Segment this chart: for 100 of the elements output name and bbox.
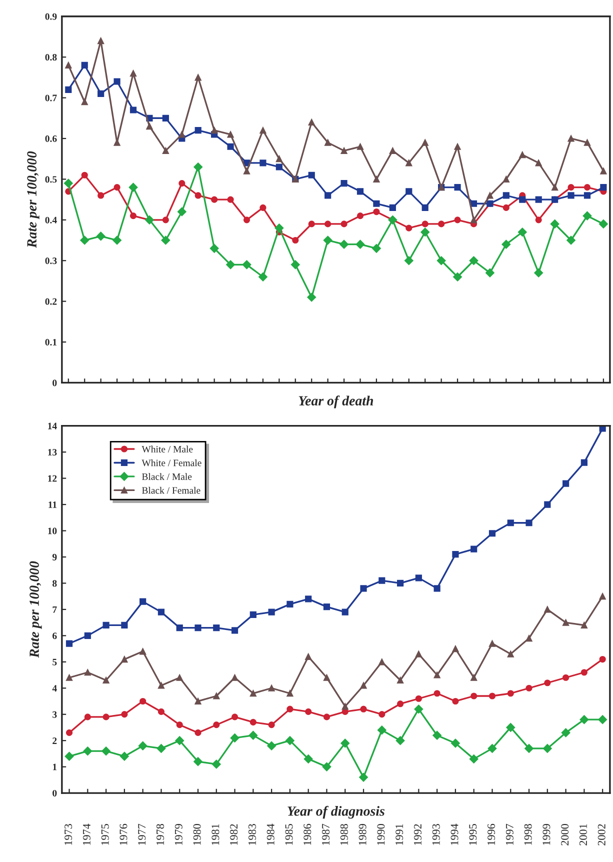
point xyxy=(507,690,514,697)
point xyxy=(356,143,364,150)
point xyxy=(580,622,588,628)
point xyxy=(396,736,405,746)
point xyxy=(243,216,250,224)
point xyxy=(584,184,591,191)
legend-label: Black / Male xyxy=(142,473,192,480)
point xyxy=(356,212,364,220)
point xyxy=(470,546,478,552)
point xyxy=(404,256,414,266)
point xyxy=(286,736,294,746)
y-tick-label: 14 xyxy=(48,422,57,430)
point xyxy=(121,656,128,663)
x-tick-label: 1979 xyxy=(174,824,182,845)
point xyxy=(65,86,72,93)
point xyxy=(438,220,445,228)
point xyxy=(102,746,110,756)
x-tick-label: 2001 xyxy=(579,824,587,846)
point xyxy=(83,746,92,756)
point xyxy=(286,690,294,697)
y-tick-label: 0 xyxy=(52,790,57,797)
point xyxy=(307,292,316,302)
x-tick-label: 2000 xyxy=(561,824,569,846)
point xyxy=(360,706,367,712)
point xyxy=(175,736,184,746)
point xyxy=(308,172,315,178)
y-tick-label: 4 xyxy=(52,685,57,692)
point xyxy=(568,192,574,199)
point xyxy=(422,139,428,146)
point xyxy=(396,700,404,708)
point xyxy=(267,741,276,750)
point xyxy=(230,734,240,742)
x-tick-label: 1994 xyxy=(450,824,458,845)
point xyxy=(434,672,440,678)
point xyxy=(488,640,496,647)
x-axis-title: Year of death xyxy=(298,396,374,408)
point xyxy=(542,744,552,753)
x-tick-label: 1974 xyxy=(82,824,90,845)
point xyxy=(260,160,266,166)
point xyxy=(258,272,268,282)
y-tick-label: 0.9 xyxy=(45,13,57,20)
point xyxy=(194,757,202,766)
point xyxy=(378,711,386,718)
point xyxy=(211,127,218,134)
point xyxy=(562,480,570,487)
x-tick-label: 1992 xyxy=(414,824,422,845)
point xyxy=(146,122,153,130)
point xyxy=(422,220,428,228)
point xyxy=(305,708,312,716)
point xyxy=(469,256,478,266)
legend-label: White / Female xyxy=(142,459,202,466)
point xyxy=(161,236,170,245)
y-tick-label: 13 xyxy=(48,448,57,456)
y-tick-label: 0.6 xyxy=(45,135,57,142)
y-tick-label: 5 xyxy=(52,658,57,666)
point xyxy=(211,196,218,203)
point xyxy=(158,608,165,616)
x-tick-label: 1978 xyxy=(156,824,164,845)
point xyxy=(308,118,315,126)
point xyxy=(507,520,514,526)
point xyxy=(162,114,169,122)
point xyxy=(342,703,348,710)
y-tick-label: 10 xyxy=(48,528,57,534)
point xyxy=(84,669,91,676)
point xyxy=(340,147,348,154)
x-tick-label: 1985 xyxy=(285,824,293,845)
point xyxy=(304,754,313,764)
point xyxy=(274,224,284,232)
point xyxy=(488,530,496,537)
point xyxy=(305,653,312,660)
point xyxy=(114,184,120,191)
point xyxy=(102,714,110,720)
point xyxy=(535,216,542,224)
point xyxy=(128,182,138,192)
point xyxy=(360,682,367,689)
point xyxy=(552,184,558,191)
x-tick-label: 1991 xyxy=(396,824,404,845)
x-tick-label: 1986 xyxy=(304,824,312,845)
point xyxy=(286,600,294,608)
point xyxy=(340,180,348,187)
point xyxy=(434,585,440,592)
point xyxy=(98,38,104,44)
point xyxy=(81,172,88,178)
point xyxy=(324,192,332,199)
point xyxy=(112,236,122,245)
point xyxy=(389,147,396,154)
point xyxy=(342,608,348,616)
point xyxy=(231,714,238,720)
point xyxy=(140,648,146,655)
point xyxy=(580,669,588,676)
point xyxy=(544,680,551,686)
point xyxy=(290,260,300,270)
x-tick-label: 1989 xyxy=(358,824,366,845)
point xyxy=(550,220,560,228)
point xyxy=(268,684,275,692)
point xyxy=(584,139,591,146)
y-tick-label: 8 xyxy=(52,580,57,587)
point xyxy=(415,650,422,658)
point xyxy=(396,676,404,684)
y-tick-label: 6 xyxy=(52,632,57,640)
